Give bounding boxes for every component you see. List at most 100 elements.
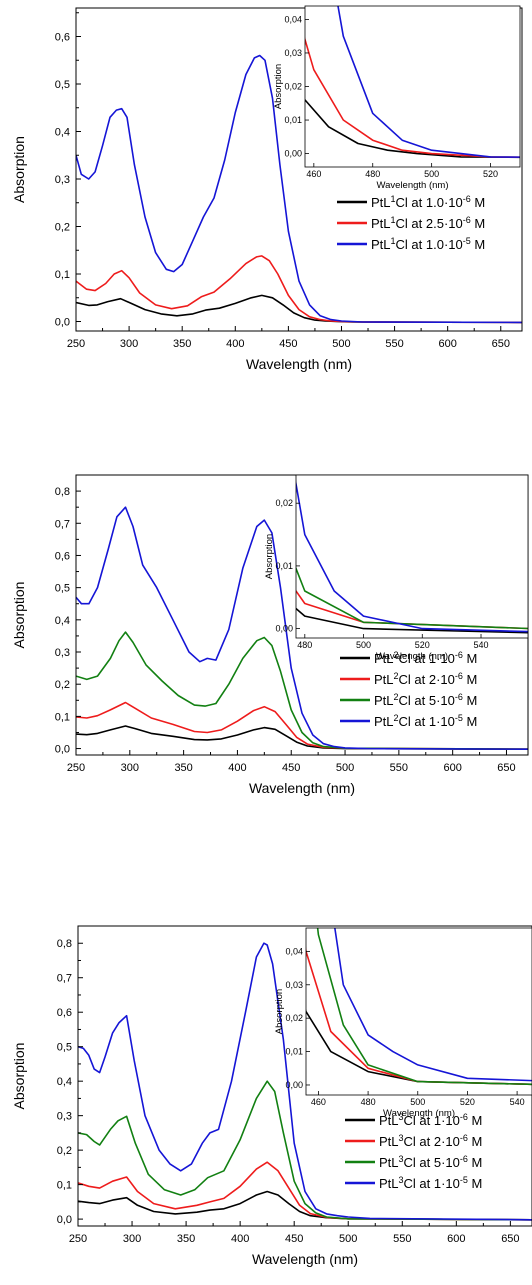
chart2-legend-text-part: Cl at 1·10 [399,714,455,729]
chart2-ytick-label: 0,0 [55,744,70,756]
chart3-inset-series-4-line [334,928,532,1082]
chart2-legend-text-part: PtL [374,693,394,708]
chart1-inset-ytick-label: 0,04 [284,14,302,24]
chart1-legend-text-part: PtL [371,237,391,252]
chart1-ytick-label: 0,0 [55,317,70,329]
chart2-legend-text-part: M [463,693,477,708]
chart3-ytick-label: 0,7 [57,973,72,985]
chart3-ytick-label: 0,6 [57,1007,72,1019]
chart3-inset-xtick-label: 480 [361,1097,376,1107]
chart3-legend-label-1: PtL3Cl at 1·10-6 M [379,1112,482,1128]
chart3-ytick-label: 0,1 [57,1180,72,1192]
chart3-xtick-label: 650 [501,1233,519,1245]
chart2-xtick-label: 600 [443,762,461,774]
chart3-inset-ytick-label: 0,01 [285,1047,303,1057]
chart3-legend-text-part: -5 [460,1175,468,1185]
chart2-inset-ytick-label: 0,02 [275,498,293,508]
chart2-xtick-label: 300 [121,762,139,774]
chart2-xtick-label: 500 [336,762,354,774]
chart3-xtick-label: 250 [69,1233,87,1245]
chart3-legend-text-part: 3 [399,1175,404,1185]
chart1-ytick-label: 0,6 [55,32,70,44]
chart3-inset-ytick-label: 0,03 [285,980,303,990]
chart3-legend-text-part: 3 [399,1154,404,1164]
chart1-xtick-label: 450 [279,338,297,350]
chart2-series-1-line [76,725,528,750]
chart1-xtick-label: 350 [173,338,191,350]
chart1-xlabel: Wavelength (nm) [246,356,352,372]
chart2-inset-ytick-label: 0,00 [275,624,293,634]
chart1-legend-text-part: PtL [371,195,391,210]
chart3-ytick-label: 0,5 [57,1042,72,1054]
chart1-inset-series-1-line [305,98,520,159]
chart2-legend-label-2: PtL2Cl at 2·10-6 M [374,671,477,687]
chart2-ytick-label: 0,5 [55,583,70,595]
chart1-xtick-label: 400 [226,338,244,350]
chart1-plot-frame [75,7,523,332]
chart3-xtick-label: 500 [339,1233,357,1245]
chart1-ytick-label: 0,1 [55,269,70,281]
chart3-inset-xlabel: Wavelength (nm) [383,1108,455,1119]
chart1-inset-xtick-label: 480 [365,169,380,179]
chart1-ytick-label: 0,4 [55,127,70,139]
chart3-legend-label-4: PtL3Cl at 1·10-5 M [379,1175,482,1191]
chart3-series-1-line [78,1190,532,1221]
chart2-ytick-label: 0,2 [55,679,70,691]
chart1-series-2-line [76,255,522,324]
chart2-inset-xtick-label: 520 [415,640,430,650]
chart1-legend-text-part: -6 [463,194,471,204]
chart2-legend-text-part: -5 [455,713,463,723]
chart2-legend-text-part: M [463,651,477,666]
chart1-xtick-label: 600 [438,338,456,350]
chart3-legend-text-part: PtL [379,1113,399,1128]
chart2-inset-xlabel: Wavelength (nm) [376,651,448,662]
chart1-ytick-label: 0,2 [55,222,70,234]
chart1-legend-text-part: 1 [391,215,396,225]
chart3-inset-series-2-line [306,945,532,1086]
chart1-xtick-label: 500 [332,338,350,350]
chart3-inset-xtick-label: 460 [311,1097,326,1107]
chart2-series-4-line [76,506,528,750]
chart3-xtick-label: 300 [123,1233,141,1245]
chart1-legend-text-part: -6 [463,215,471,225]
chart2-inset-xtick-label: 540 [473,640,488,650]
chart1-inset-ytick-label: 0,03 [284,48,302,58]
chart1-legend-text-part: Cl at 1.0·10 [396,237,463,252]
chart3-series-4-line [78,942,532,1221]
chart2-xtick-label: 650 [497,762,515,774]
chart2-legend-text-part: M [463,714,477,729]
chart3-inset-ytick-label: 0,04 [285,946,303,956]
chart2-ytick-label: 0,8 [55,486,70,498]
chart2-inset-xtick-label: 480 [297,640,312,650]
chart2-xlabel: Wavelength (nm) [249,780,355,796]
chart2-xtick-label: 450 [282,762,300,774]
chart3-ytick-label: 0,4 [57,1076,72,1088]
chart1-legend-text-part: Cl at 2.5·10 [396,216,463,231]
chart2-legend-label-1: PtL2Cl at 1·10-6 M [374,650,477,666]
chart1-legend-text-part: Cl at 1.0·10 [396,195,463,210]
chart3-plot-frame [77,925,532,1227]
chart1-ylabel: Absorption [11,136,27,203]
chart1-xtick-label: 300 [120,338,138,350]
chart3-inset-series-1-line [306,1008,532,1086]
chart3-legend-text-part: Cl at 1·10 [404,1113,460,1128]
chart2-inset-xtick-label: 500 [356,640,371,650]
chart1-inset-xtick-label: 500 [424,169,439,179]
chart2-legend-text-part: PtL [374,651,394,666]
chart3-xtick-label: 400 [231,1233,249,1245]
chart1-legend-text-part: 1 [391,194,396,204]
chart1-legend-text-part: M [471,195,485,210]
chart2-legend-text-part: 2 [394,671,399,681]
chart3-ytick-label: 0,0 [57,1214,72,1226]
chart1-legend-label-1: PtL1Cl at 1.0·10-6 M [371,194,485,210]
chart1-legend-text-part: PtL [371,216,391,231]
chart1-inset-xtick-label: 520 [483,169,498,179]
chart2-inset-ylabel: Absorption [264,534,275,579]
chart2-series-3-line [76,631,528,750]
chart3-inset: 460 480 500 520 540 0,00 0,01 0,02 0,03 0,04 Wavel… [274,927,532,1119]
chart2-legend-text-part: Cl at 1·10 [399,651,455,666]
chart2-legend-text-part: Cl at 2·10 [399,672,455,687]
chart3-legend-text-part: 3 [399,1133,404,1143]
chart1-legend-text-part: M [471,216,485,231]
